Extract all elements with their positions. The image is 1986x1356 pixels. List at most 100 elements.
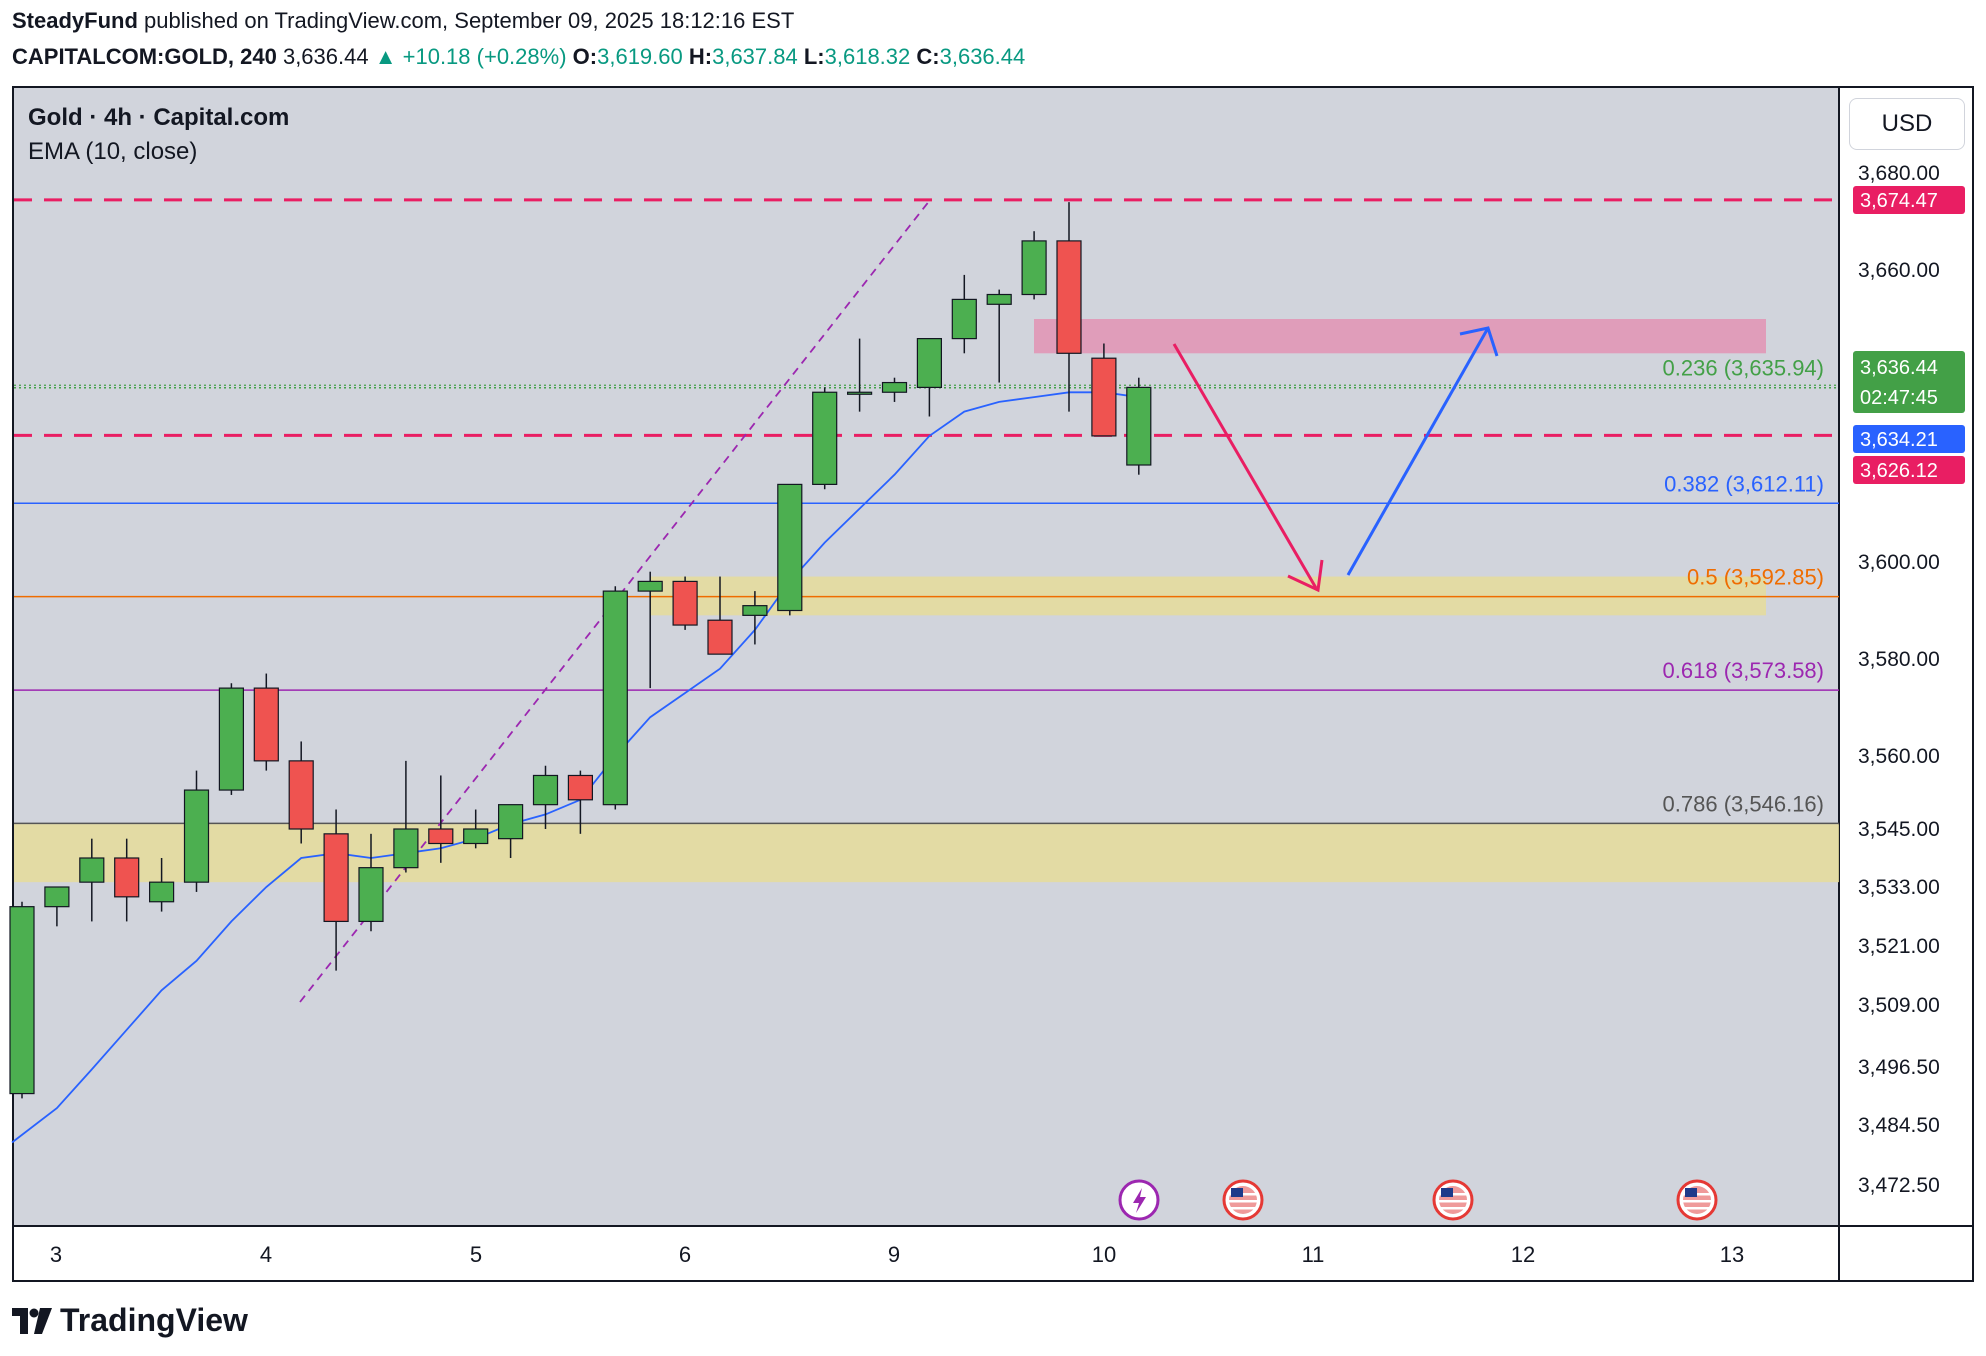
price-tag-0 [1853, 186, 1965, 214]
price-tick-label: 3,509.00 [1858, 994, 1940, 1017]
candle-13 [463, 809, 489, 849]
chart-legend-title[interactable]: Gold · 4h · Capital.com [28, 104, 290, 131]
candle-26 [916, 338, 943, 417]
low-value: 3,618.32 [824, 44, 911, 69]
time-tick-label: 4 [260, 1242, 272, 1267]
candle-body [114, 857, 140, 898]
lightning-icon [1133, 1188, 1146, 1213]
tradingview-logo[interactable]: TradingView [12, 1302, 248, 1339]
currency-button[interactable]: USD [1849, 98, 1965, 150]
candle-body [1056, 240, 1082, 354]
candle-body [916, 338, 943, 389]
candle-body [986, 293, 1012, 305]
candle-body [79, 857, 105, 883]
high-label: H: [688, 44, 713, 69]
candle-body [498, 804, 524, 840]
candle-body [707, 619, 733, 655]
ema-legend[interactable]: EMA (10, close) [28, 138, 198, 165]
candle-30 [1056, 202, 1082, 412]
close-label: C: [916, 44, 940, 69]
open-value: 3,619.60 [597, 44, 683, 69]
dividend-event-marker[interactable] [1118, 1179, 1160, 1221]
price-tick-label: 3,496.50 [1858, 1056, 1940, 1079]
candle-15 [532, 765, 559, 829]
fib-label-2: 0.5 (3,592.85) [1687, 565, 1824, 590]
candle-14 [498, 804, 524, 858]
up-arrow-head [1459, 326, 1499, 357]
tradingview-brand-text: TradingView [60, 1302, 248, 1338]
price-tick-label: 3,680.00 [1858, 162, 1940, 185]
price-tag-label-1: 3,636.44 [1860, 357, 1938, 379]
candle-body [742, 605, 768, 616]
candle-body [463, 828, 489, 845]
price-tick-label: 3,600.00 [1858, 551, 1940, 574]
candle-body [567, 774, 594, 801]
candle-1 [44, 886, 70, 927]
candle-body [393, 828, 419, 869]
economic-event-marker-2[interactable] [1432, 1179, 1474, 1221]
candle-body [9, 906, 35, 1095]
fib-label-3: 0.618 (3,573.58) [1663, 658, 1824, 683]
candle-body [532, 774, 559, 806]
time-tick-label: 3 [50, 1242, 62, 1267]
flag-canton [1441, 1188, 1453, 1197]
candle-body [881, 381, 908, 393]
candle-body [1021, 240, 1047, 296]
time-tick-label: 6 [679, 1242, 691, 1267]
economic-event-marker-3[interactable] [1676, 1179, 1718, 1221]
up-triangle-icon: ▲ [374, 44, 397, 69]
countdown-label: 02:47:45 [1860, 387, 1938, 409]
candle-body [358, 867, 384, 923]
candle-body [183, 789, 210, 883]
candle-29 [1021, 231, 1047, 300]
price-tick-label: 3,484.50 [1858, 1114, 1940, 1137]
symbol-info: CAPITALCOM:GOLD, 240 3,636.44 ▲ +10.18 (… [12, 44, 1025, 70]
flag-stripe [1439, 1207, 1467, 1210]
candle-12 [428, 775, 454, 863]
published-text: published on TradingView.com, September … [144, 8, 795, 33]
candle-31 [1091, 343, 1117, 437]
candle-18 [637, 571, 663, 689]
time-tick-label: 13 [1720, 1242, 1744, 1267]
author-name[interactable]: SteadyFund [12, 8, 138, 33]
price-tick-label: 3,545.00 [1858, 818, 1940, 841]
price-tag-1 [1853, 351, 1965, 413]
candle-body [288, 760, 314, 830]
last-price: 3,636.44 [282, 44, 369, 69]
candle-body [637, 580, 663, 592]
price-tag-label-3: 3,626.12 [1860, 460, 1938, 482]
price-change: +10.18 (+0.28%) [402, 44, 567, 69]
candle-body [1126, 386, 1152, 466]
price-tick-label: 3,660.00 [1858, 259, 1940, 282]
lower-support-zone [14, 824, 1839, 883]
time-tick-label: 11 [1302, 1242, 1325, 1267]
candle-24 [846, 338, 873, 412]
flag-stripe [1439, 1200, 1467, 1203]
candle-3 [114, 838, 140, 922]
economic-event-marker-1[interactable] [1222, 1179, 1264, 1221]
fib-label-1: 0.382 (3,612.11) [1664, 471, 1824, 496]
price-tick-label: 3,580.00 [1858, 648, 1940, 671]
up-arrow-line [1346, 327, 1490, 576]
time-tick-label: 5 [470, 1242, 482, 1267]
candle-2 [79, 838, 105, 922]
low-label: L: [803, 44, 825, 69]
flag-stripe [1683, 1200, 1711, 1203]
candle-body [428, 828, 454, 845]
candle-6 [218, 683, 244, 795]
flag-stripe [1229, 1207, 1257, 1210]
candle-body [1091, 357, 1117, 437]
close-value: 3,636.44 [939, 44, 1026, 69]
candle-19 [672, 576, 698, 630]
candle-body [846, 391, 873, 395]
price-tag-label-0: 3,674.47 [1860, 190, 1938, 212]
flag-canton [1231, 1188, 1243, 1197]
price-tag-label-2: 3,634.21 [1860, 429, 1938, 451]
candle-body [44, 886, 70, 908]
candle-5 [183, 770, 210, 892]
fib-label-0: 0.236 (3,635.94) [1663, 356, 1824, 381]
fib-label-4: 0.786 (3,546.16) [1663, 791, 1824, 816]
candle-28 [986, 289, 1012, 383]
symbol-name: CAPITALCOM:GOLD, 240 [12, 44, 277, 69]
